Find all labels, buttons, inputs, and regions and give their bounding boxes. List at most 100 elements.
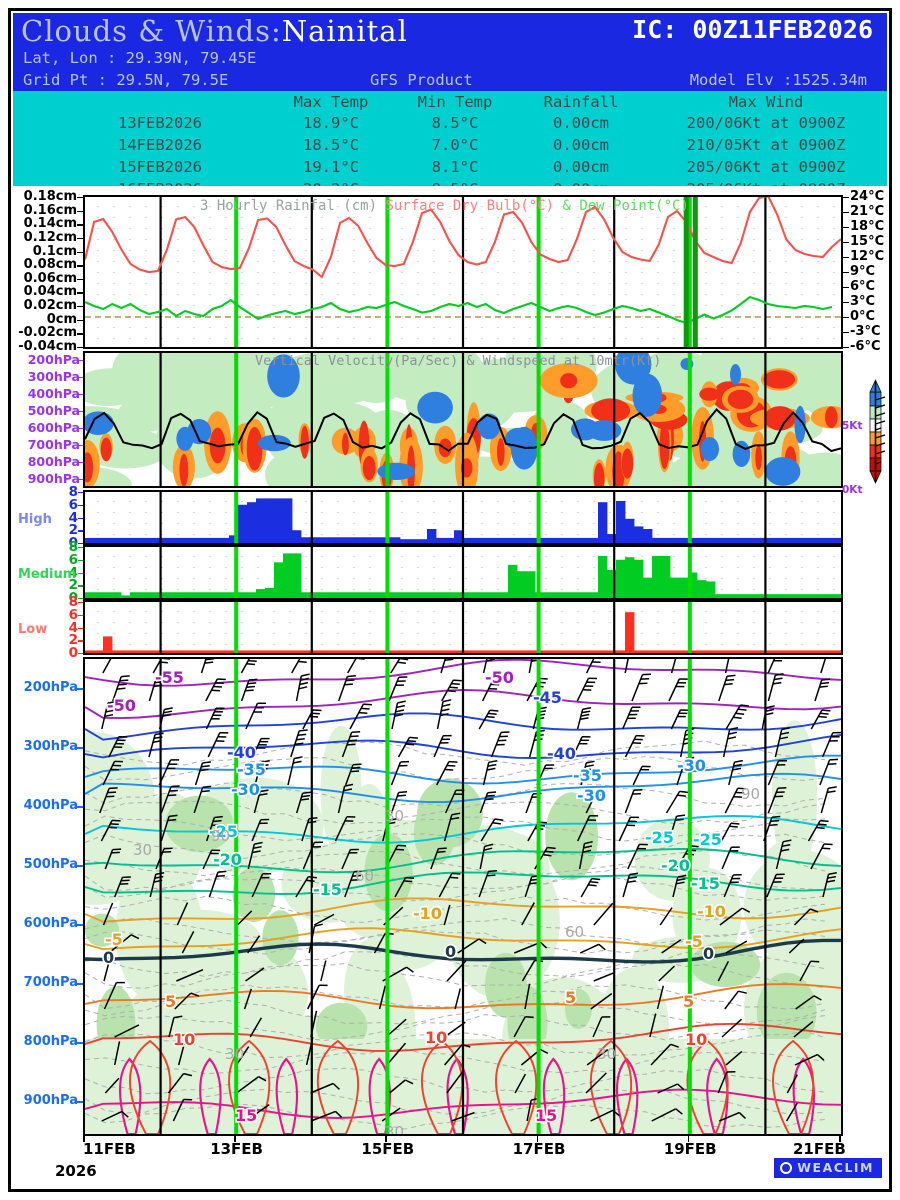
cloud-y-tick: 8 [68,484,78,500]
date-axis-label: 11FEB [83,1140,136,1158]
temp-y-tick: -6°C [850,339,881,354]
rain-tick-mark [77,224,83,226]
date-axis-label: 19FEB [663,1140,717,1158]
date-tick-mark [385,1136,387,1142]
main-y-tick: 800hPa [23,1034,78,1049]
cloud-tick-mark [78,614,83,617]
cell-min-temp: 8.1°C [431,158,479,176]
high-cloud-plot [85,492,841,543]
low-cloud-panel [83,600,843,655]
isotherm-label: 15 [235,1106,257,1125]
cloud-tick-mark [78,504,83,507]
temp-tick-mark [843,272,849,274]
temp-y-tick: 21°C [850,204,885,219]
cell-rainfall: 0.00cm [553,158,609,176]
cell-max-wind: 205/06Kt at 0900Z [686,158,846,176]
vv-tick-mark [77,360,83,362]
temp-y-tick: 3°C [850,294,876,309]
cloud-y-tick: 2 [68,577,78,594]
isotherm-label: 10 [425,1028,447,1047]
cell-max-wind: 200/06Kt at 0900Z [686,114,846,132]
table-row: 14FEB2026 18.5°C 7.0°C 0.00cm 210/05Kt a… [13,136,887,158]
isotherm-label: -55 [155,668,184,687]
isotherm-label: 15 [535,1106,557,1125]
temp-y-tick: 24°C [850,189,885,204]
vertical-velocity-plot [85,353,841,486]
main-tick-mark [77,688,83,690]
vertical-velocity-title: Vertical Velocity(Pa/Sec) & Windspeed at… [255,353,662,369]
rain-y-tick: 0.08cm [23,257,77,273]
main-y-tick: 700hPa [23,975,78,990]
vv-y-tick: 600hPa [27,420,80,435]
cloud-y-tick: 8 [68,539,78,555]
cell-max-temp: 18.5°C [303,136,359,154]
rain-y-tick: 0.14cm [23,216,77,232]
isotherm-label: -35 [237,760,266,779]
date-axis-label: 15FEB [361,1140,415,1158]
isotherm-label: -25 [209,822,238,841]
col-header-min-temp: Min Temp [417,93,493,111]
rainfall-temperature-panel [83,195,843,349]
col-header-rainfall: Rainfall [543,93,619,111]
temp-y-tick: 6°C [850,279,876,294]
rain-tick-mark [77,237,83,240]
rain-y-tick: 0.02cm [23,298,77,314]
isotherm-label: -5 [685,932,703,951]
main-y-tick: 600hPa [23,916,78,931]
isotherm-label: -10 [413,904,442,923]
rain-tick-mark [77,333,83,335]
rain-tick-mark [77,319,83,322]
temp-tick-mark [843,347,849,349]
cell-max-temp: 18.9°C [303,114,359,132]
isotherm-label: -5 [685,932,703,951]
isotherm-label: -40 [227,743,256,762]
cloud-tick-mark [78,585,83,587]
cell-rainfall: 0.00cm [521,180,641,186]
vv-tick-mark [77,462,83,464]
isotherm-label: 10 [173,1030,195,1049]
humidity-label: 90 [211,827,230,845]
main-tick-mark [77,1042,83,1044]
vv-tick-mark [77,394,83,396]
isotherm-label: -30 [231,780,260,799]
humidity-label: 60 [565,923,584,941]
main-tick-mark [77,1101,83,1103]
cloud-y-tick: 2 [68,632,78,649]
isotherm-label: -15 [313,880,342,899]
cell-rainfall: 0.00cm [553,114,609,132]
isotherm-label: 0 [703,944,714,963]
cell-min-temp: 8.5°C [431,114,479,132]
isotherm-label: 10 [685,1030,707,1049]
temp-tick-mark [843,317,849,319]
isotherm-label: -40 [547,744,576,763]
vv-y-tick: 900hPa [27,471,80,486]
cloud-y-tick: 0 [68,645,78,661]
isotherm-label: 5 [165,992,176,1011]
title-part-dewpoint: & Dew Point(°C) [562,198,689,214]
temp-tick-mark [843,197,849,199]
isotherm-label: -5 [105,930,123,949]
temp-y-tick: 9°C [850,264,876,279]
isotherm-label: -50 [107,696,136,715]
cell-date: 14FEB2026 [118,136,202,154]
main-tick-mark [77,865,83,867]
isotherm-label: 5 [565,988,576,1007]
isotherm-label: -5 [105,930,123,949]
rainfall-panel-title: 3 Hourly Rainfal (cm) Surface Dry Bulb(°… [200,198,689,214]
winds-isotherms-plot: -55-55-50-50-50-50-45-45-40-40 -40-40-35-… [85,659,841,1134]
date-tick-mark [839,1136,841,1142]
rain-y-tick: 0cm [46,311,77,327]
vv-y-tick: 800hPa [27,454,80,469]
rain-tick-mark [77,306,83,308]
main-y-tick: 400hPa [23,798,78,813]
main-tick-mark [77,924,83,926]
isotherm-label: -25 [693,830,722,849]
temp-tick-mark [843,332,849,334]
rain-tick-mark [77,278,83,281]
vv-y-tick: 300hPa [27,369,80,384]
isotherm-label: -30 [677,756,706,775]
cloud-tick-mark [78,492,83,494]
main-tick-mark [77,806,83,808]
isotherm-label: -55 [155,668,184,687]
isotherm-label: -25 [693,830,722,849]
